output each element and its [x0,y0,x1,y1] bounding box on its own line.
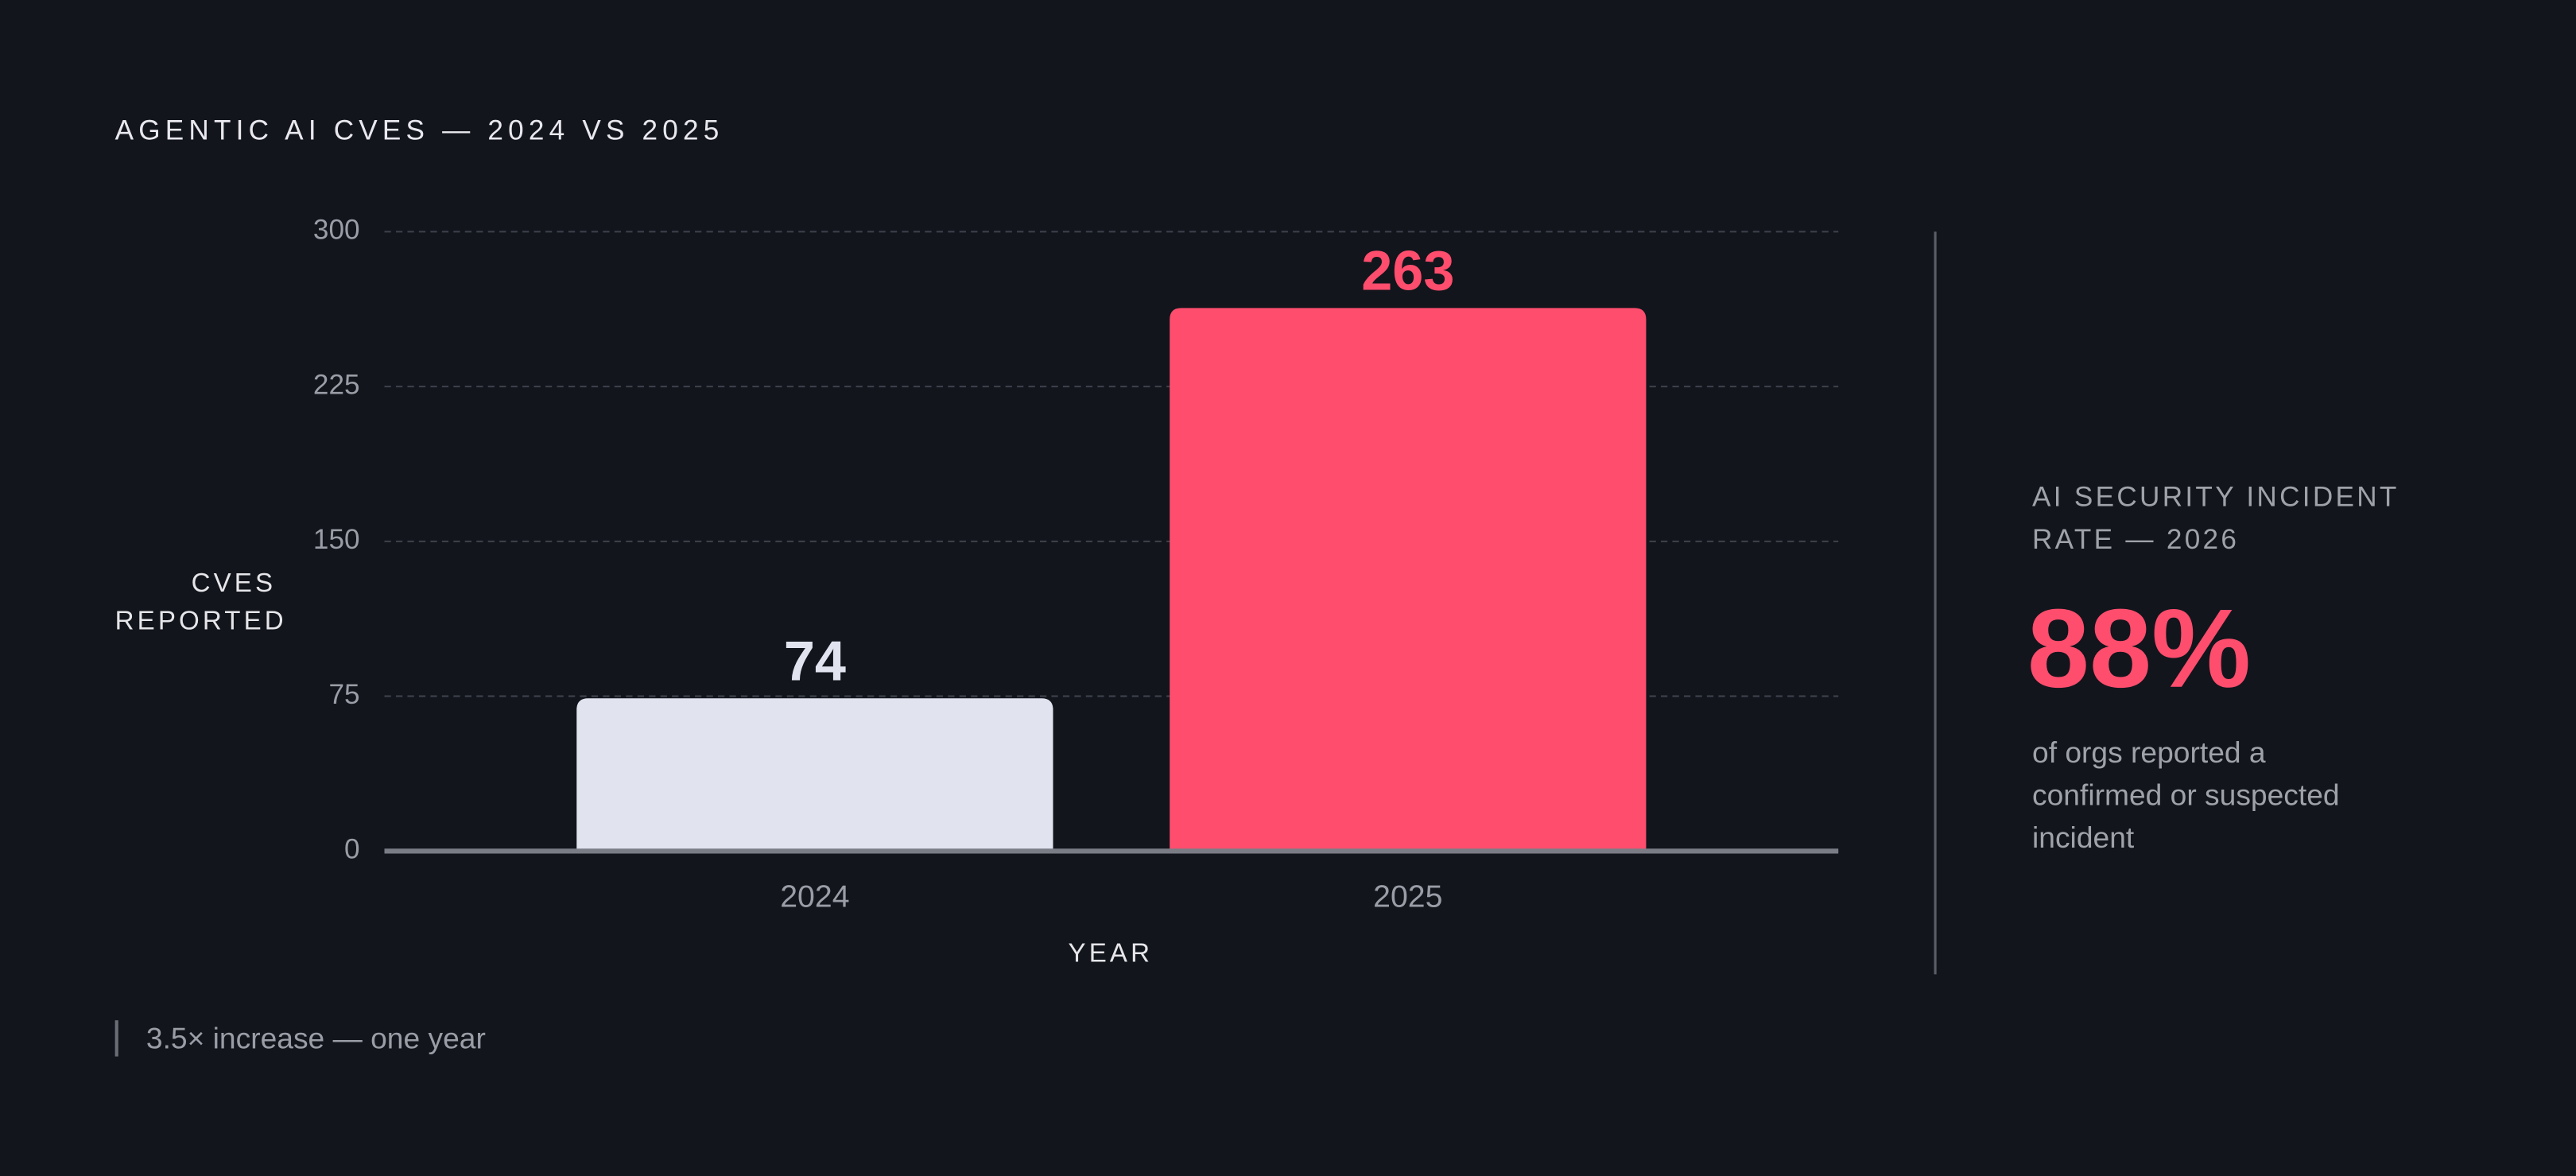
y-tick-label: 225 [313,369,360,400]
stat-label: AI SECURITY INCIDENT RATE — 2026 [2032,481,2399,556]
y-tick-label: 75 [328,679,359,710]
y-tick-label: 150 [313,524,360,555]
y-tick-label: 0 [344,834,360,865]
chart-title: AGENTIC AI CVES — 2024 VS 2025 [114,114,724,146]
y-axis-label: CVES REPORTED [114,570,287,636]
y-tick-label: 300 [313,215,360,246]
value-label: 263 [1361,239,1454,302]
x-axis-label: YEAR [1069,938,1154,968]
x-tick-label: 2025 [1373,879,1442,914]
bar [576,698,1053,852]
stat-description: of orgs reported a confirmed or suspecte… [2032,735,2340,855]
annotation: 3.5× increase — one year [114,1020,486,1057]
value-label: 74 [784,629,846,692]
x-tick-label: 2024 [780,879,849,914]
stat-value: 88% [2027,586,2252,712]
bar [1170,308,1647,852]
